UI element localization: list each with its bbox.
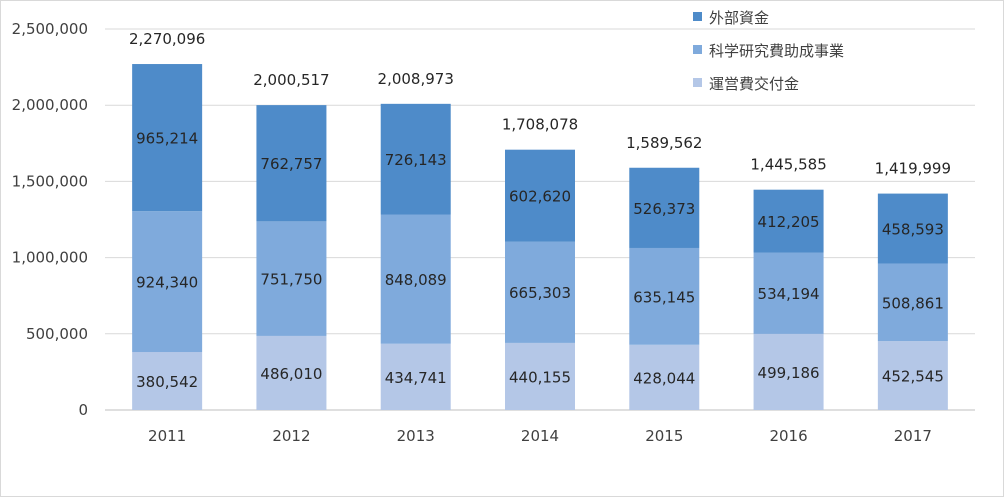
bar-segment: [753, 252, 824, 334]
legend-swatch: [693, 78, 702, 87]
bar-segment: [132, 64, 203, 212]
data-label: 458,593: [882, 221, 944, 239]
data-label: 726,143: [385, 151, 447, 169]
data-label: 848,089: [385, 271, 447, 289]
bar-segment: [505, 342, 575, 410]
y-tick-label: 1,500,000: [12, 172, 88, 190]
bar-segment: [877, 341, 948, 410]
bar-segment: [132, 211, 203, 353]
data-label: 412,205: [758, 213, 820, 231]
data-label: 508,861: [882, 294, 944, 312]
data-label: 440,155: [509, 368, 571, 386]
data-label: 762,757: [260, 155, 322, 173]
data-label: 380,542: [136, 373, 198, 391]
bar-segment: [256, 105, 327, 222]
bar-segment: [380, 214, 451, 344]
data-label: 602,620: [509, 188, 571, 206]
total-label: 2,000,517: [253, 71, 329, 89]
y-tick-label: 500,000: [26, 325, 88, 343]
data-label: 534,194: [758, 285, 820, 303]
bar-segment: [256, 221, 327, 336]
data-label: 751,750: [260, 271, 322, 289]
x-tick-label: 2015: [645, 427, 683, 445]
data-label: 499,186: [758, 364, 820, 382]
y-tick-label: 0: [78, 401, 88, 419]
total-label: 1,445,585: [750, 156, 826, 174]
bar-segment: [629, 247, 700, 345]
data-label: 526,373: [633, 200, 695, 218]
data-label: 924,340: [136, 274, 198, 292]
y-tick-label: 2,000,000: [12, 96, 88, 114]
bar-segment: [753, 333, 824, 410]
data-label: 965,214: [136, 130, 198, 148]
total-label: 1,708,078: [502, 116, 578, 134]
x-tick-label: 2014: [521, 427, 559, 445]
bar-segment: [380, 343, 451, 410]
bar-segment: [877, 263, 948, 342]
y-tick-label: 2,500,000: [12, 20, 88, 38]
total-label: 2,008,973: [378, 70, 454, 88]
bar-segment: [132, 352, 203, 410]
bar-segment: [505, 149, 575, 242]
data-label: 635,145: [633, 288, 695, 306]
legend-label: 外部資金: [709, 9, 769, 27]
data-label: 434,741: [385, 369, 447, 387]
bar-segment: [629, 167, 700, 248]
x-tick-label: 2012: [272, 427, 310, 445]
legend-label: 科学研究費助成事業: [709, 42, 844, 60]
legend-swatch: [693, 45, 702, 54]
data-label: 428,044: [633, 369, 695, 387]
bar-segment: [256, 335, 327, 410]
x-tick-label: 2017: [894, 427, 932, 445]
total-label: 2,270,096: [129, 30, 205, 48]
x-tick-label: 2011: [148, 427, 186, 445]
data-label: 486,010: [260, 365, 322, 383]
y-tick-label: 1,000,000: [12, 249, 88, 267]
x-tick-label: 2013: [397, 427, 435, 445]
data-label: 452,545: [882, 368, 944, 386]
bar-segment: [505, 241, 575, 343]
bar-segment: [877, 193, 948, 264]
data-label: 665,303: [509, 284, 571, 302]
total-label: 1,419,999: [875, 160, 951, 178]
legend-label: 運営費交付金: [709, 75, 799, 93]
bar-segment: [753, 189, 824, 253]
total-label: 1,589,562: [626, 134, 702, 152]
bar-segment: [380, 103, 451, 215]
bar-segment: [629, 344, 700, 410]
x-tick-label: 2016: [769, 427, 807, 445]
legend-swatch: [693, 12, 702, 21]
